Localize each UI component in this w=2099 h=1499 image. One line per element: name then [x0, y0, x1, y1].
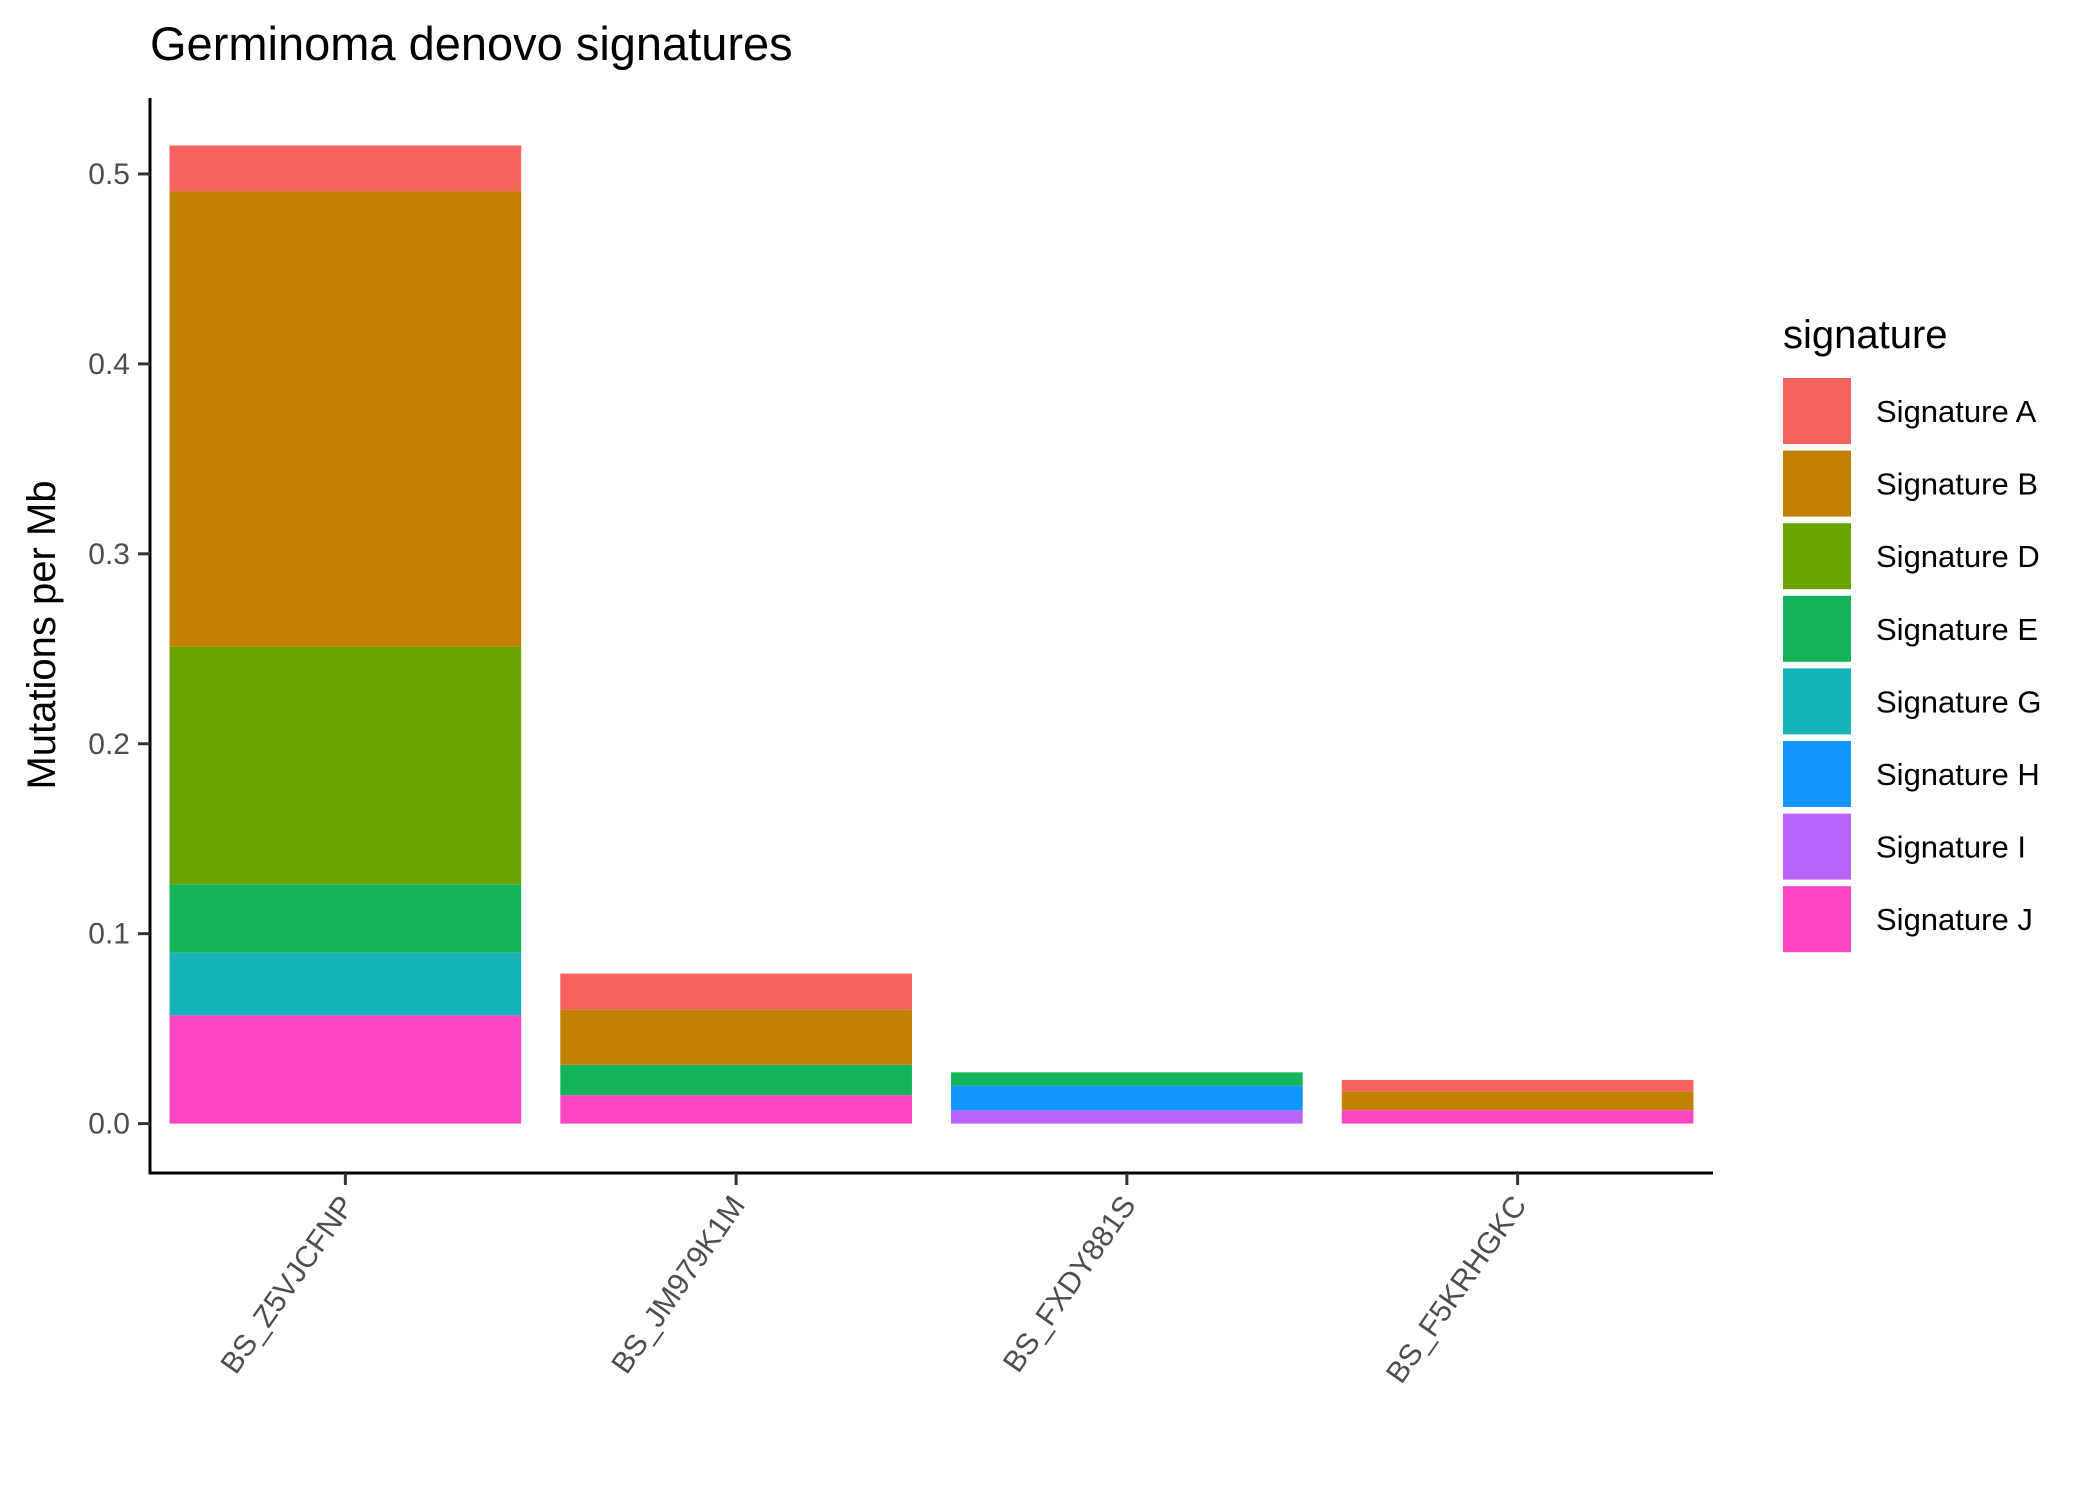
legend-swatch: [1783, 668, 1851, 735]
bar-segment: [951, 1110, 1303, 1124]
bar-segment: [169, 145, 522, 192]
bar-segment: [169, 191, 522, 647]
legend-swatch: [1783, 886, 1851, 953]
legend-label: Signature I: [1876, 830, 2026, 865]
bar-segment: [1341, 1079, 1694, 1092]
legend: Signature A Signature B Signature D Signatu…: [1783, 378, 2041, 953]
bar-segment: [169, 884, 522, 953]
y-ticks: 0.0 0.1 0.2 0.3 0.4 0.5: [88, 158, 150, 1141]
x-tick-label: BS_JM979K1M: [605, 1190, 752, 1380]
bar-segment: [560, 1009, 912, 1065]
legend-swatch: [1783, 595, 1851, 662]
legend-swatch: [1783, 378, 1851, 444]
y-tick-label: 0.0: [88, 1108, 130, 1141]
x-tick-label: BS_F5KRHGKC: [1380, 1190, 1533, 1389]
bar-segment: [169, 646, 522, 885]
bar-segment: [951, 1085, 1303, 1111]
y-axis-title: Mutations per Mb: [20, 480, 64, 789]
legend-label: Signature E: [1876, 612, 2038, 647]
legend-label: Signature H: [1876, 757, 2040, 792]
legend-label: Signature G: [1876, 684, 2041, 719]
y-tick-label: 0.3: [88, 538, 130, 571]
y-tick-label: 0.1: [88, 918, 130, 951]
bar-segment: [1341, 1091, 1694, 1111]
bar-segment: [560, 1095, 912, 1124]
axes-layer: [148, 98, 1713, 1175]
y-tick-label: 0.5: [88, 158, 130, 191]
legend-swatch: [1783, 741, 1851, 807]
legend-label: Signature B: [1876, 467, 2038, 502]
bar-segment: [1341, 1110, 1694, 1124]
legend-label: Signature J: [1876, 902, 2033, 937]
bar-segment: [560, 1064, 912, 1096]
chart-title: Germinoma denovo signatures: [150, 17, 793, 70]
x-tick-label: BS_Z5VJCFNP: [215, 1190, 362, 1380]
y-tick-label: 0.4: [88, 348, 130, 381]
legend-label: Signature D: [1876, 539, 2040, 574]
bars-layer: [169, 145, 1694, 1124]
bar-segment: [951, 1072, 1303, 1086]
x-ticks: BS_Z5VJCFNP BS_JM979K1M BS_FXDY881S BS_F5KR…: [215, 1173, 1533, 1389]
y-tick-label: 0.2: [88, 728, 130, 761]
bar-segment: [169, 1015, 522, 1124]
legend-swatch: [1783, 813, 1851, 880]
bar-segment: [560, 973, 912, 1010]
bar-segment: [169, 952, 522, 1016]
legend-title: signature: [1783, 313, 1948, 357]
legend-swatch: [1783, 450, 1851, 517]
x-tick-label: BS_FXDY881S: [997, 1190, 1143, 1378]
legend-label: Signature A: [1876, 394, 2037, 429]
legend-swatch: [1783, 523, 1851, 590]
